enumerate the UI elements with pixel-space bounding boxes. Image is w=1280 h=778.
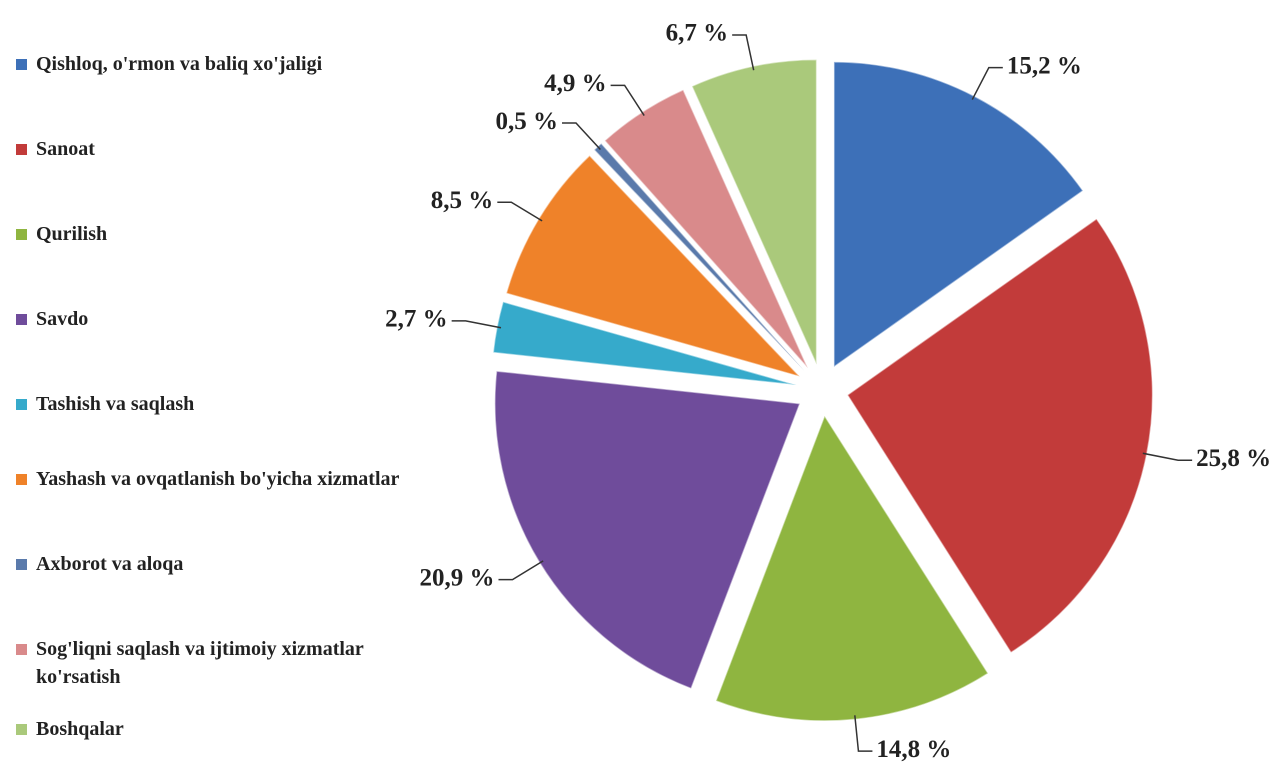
data-label: 14,8 % xyxy=(876,736,951,763)
legend-swatch xyxy=(16,59,27,70)
data-label: 15,2 % xyxy=(1007,52,1082,79)
leader-line xyxy=(498,560,544,581)
legend-label: Sog'liqni saqlash va ijtimoiy xizmatlar … xyxy=(36,638,364,688)
legend-label: Tashish va saqlash xyxy=(36,393,195,415)
legend-label: Savdo xyxy=(36,308,89,330)
legend-item: Tashish va saqlash xyxy=(14,390,446,418)
legend-swatch xyxy=(16,399,27,410)
legend-label: Boshqalar xyxy=(36,718,124,740)
legend-label: Sanoat xyxy=(36,138,95,160)
leader-line xyxy=(562,122,601,151)
legend-swatch xyxy=(16,144,27,155)
legend-item: Sanoat xyxy=(14,135,446,163)
legend-item: Axborot va aloqa xyxy=(14,550,446,578)
legend-item: Qurilish xyxy=(14,220,446,248)
legend-item: Savdo xyxy=(14,305,446,333)
data-label: 0,5 % xyxy=(496,108,559,135)
data-label: 20,9 % xyxy=(419,564,494,591)
legend-label: Qurilish xyxy=(36,223,108,245)
legend-label: Axborot va aloqa xyxy=(36,553,184,575)
leader-line xyxy=(732,34,755,71)
legend-item: Qishloq, o'rmon va baliq xo'jaligi xyxy=(14,50,446,78)
legend-label: Qishloq, o'rmon va baliq xo'jaligi xyxy=(36,53,323,75)
leader-line xyxy=(451,320,502,329)
leader-line xyxy=(497,201,543,222)
legend-swatch xyxy=(16,314,27,325)
data-label: 8,5 % xyxy=(431,187,494,214)
data-label: 25,8 % xyxy=(1196,445,1271,472)
legend-swatch xyxy=(16,644,27,655)
legend-swatch xyxy=(16,724,27,735)
legend-item: Boshqalar xyxy=(14,715,446,743)
leader-line xyxy=(854,715,873,752)
legend-swatch xyxy=(16,559,27,570)
legend-swatch xyxy=(16,474,27,485)
data-label: 2,7 % xyxy=(385,306,448,333)
data-label: 4,9 % xyxy=(544,70,607,97)
legend-item: Sog'liqni saqlash va ijtimoiy xizmatlar … xyxy=(14,635,446,691)
legend-item: Yashash va ovqatlanish bo'yicha xizmatla… xyxy=(14,465,446,493)
legend-swatch xyxy=(16,229,27,240)
leader-line xyxy=(971,66,1003,100)
leader-line xyxy=(1142,452,1193,462)
legend-label: Yashash va ovqatlanish bo'yicha xizmatla… xyxy=(36,468,400,490)
data-label: 6,7 % xyxy=(666,20,729,47)
leader-line xyxy=(610,84,645,116)
